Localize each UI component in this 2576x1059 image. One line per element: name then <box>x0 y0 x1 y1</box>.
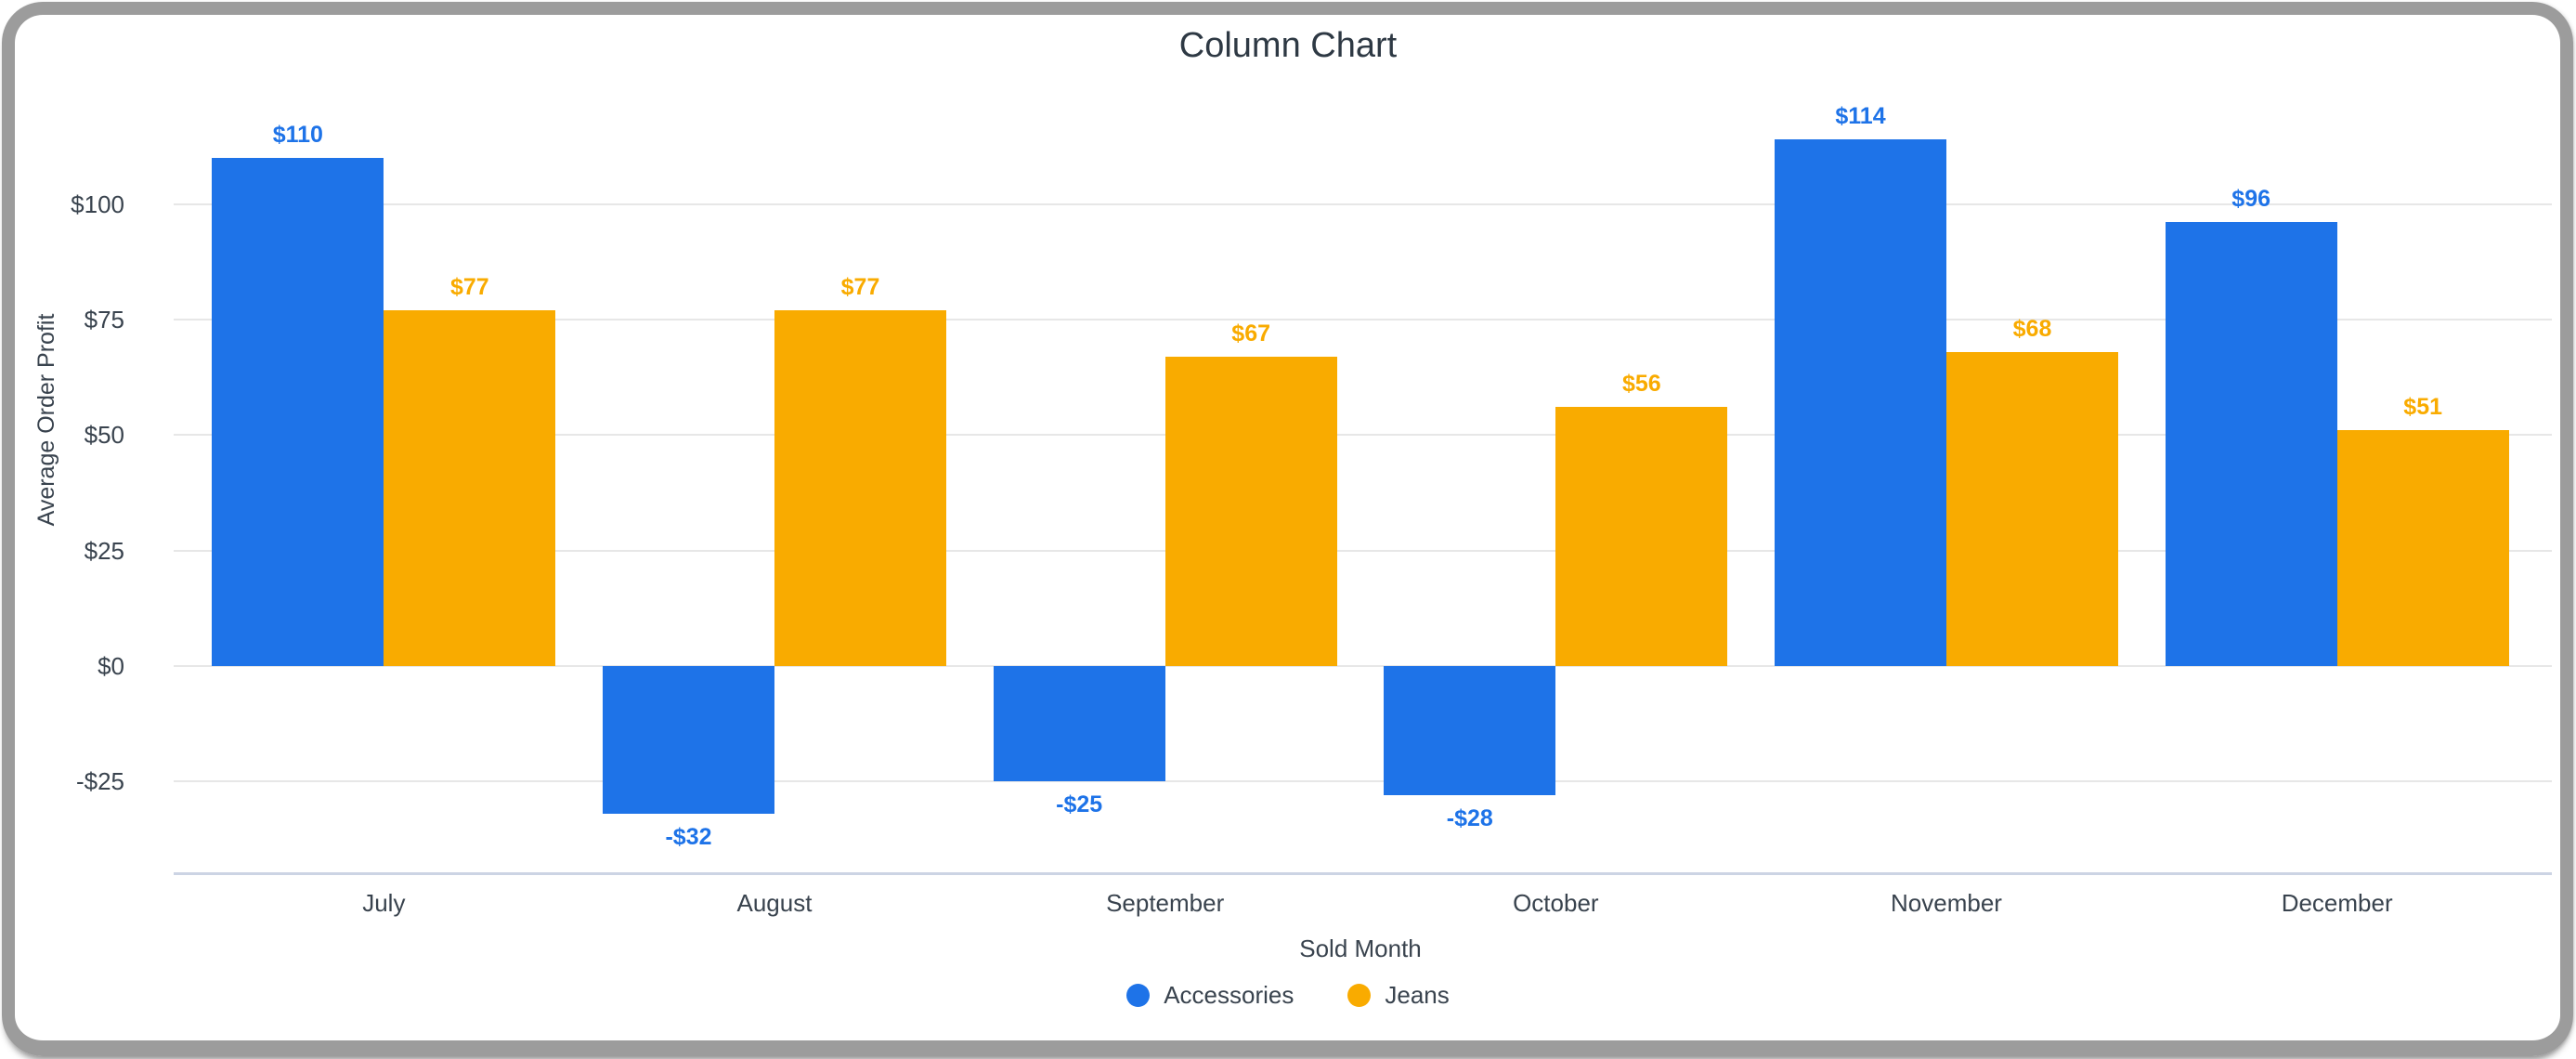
legend-dot-accessories <box>1126 984 1151 1007</box>
value-label-jeans-august: $77 <box>840 273 880 300</box>
y-tick-label-100: $100 <box>71 190 124 218</box>
y-tick-label-25: $25 <box>84 536 124 565</box>
y-tick-label-75: $75 <box>84 305 124 333</box>
value-label-accessories-july: $110 <box>272 121 323 148</box>
value-label-jeans-september: $67 <box>1231 320 1271 346</box>
month-label-july: July <box>362 889 406 917</box>
bar-accessories-december[interactable] <box>2165 222 2337 667</box>
y-tick-label-0: $0 <box>98 652 124 681</box>
month-label-september: September <box>1106 889 1225 917</box>
y-tick-label--25: -$25 <box>75 767 124 796</box>
legend-item-accessories[interactable]: Accessories <box>1126 981 1294 1010</box>
bar-accessories-november[interactable] <box>1775 138 1946 667</box>
value-label-accessories-december: $96 <box>2231 186 2271 213</box>
value-label-accessories-october: -$28 <box>1446 805 1493 832</box>
gridline--25 <box>174 780 2552 783</box>
month-label-november: November <box>1891 889 2002 917</box>
value-label-jeans-december: $51 <box>2403 394 2443 421</box>
bar-accessories-october[interactable] <box>1384 666 1556 796</box>
month-label-august: August <box>736 889 813 917</box>
bar-jeans-october[interactable] <box>1555 407 1728 667</box>
legend-label-jeans: Jeans <box>1385 981 1450 1009</box>
bar-jeans-july[interactable] <box>384 309 556 667</box>
gridline-0 <box>174 665 2552 668</box>
value-label-accessories-september: -$25 <box>1056 791 1103 818</box>
bar-jeans-august[interactable] <box>774 309 946 667</box>
gridline-50 <box>174 434 2552 437</box>
legend-dot-jeans <box>1347 984 1372 1007</box>
gridline-25 <box>174 549 2552 552</box>
month-label-october: October <box>1513 889 1599 917</box>
bar-jeans-december[interactable] <box>2336 430 2509 667</box>
y-tick-label-50: $50 <box>84 421 124 450</box>
chart-legend: Accessories Jeans <box>0 981 2576 1010</box>
value-label-jeans-july: $77 <box>449 273 489 300</box>
value-label-accessories-november: $114 <box>1835 102 1886 129</box>
legend-label-accessories: Accessories <box>1164 981 1295 1009</box>
bar-accessories-september[interactable] <box>993 666 1165 782</box>
gridline-75 <box>174 318 2552 320</box>
legend-item-jeans[interactable]: Jeans <box>1347 981 1450 1010</box>
value-label-accessories-august: -$32 <box>665 824 712 851</box>
bar-accessories-august[interactable] <box>603 666 774 815</box>
gridline-100 <box>174 203 2552 205</box>
bar-jeans-september[interactable] <box>1164 356 1337 667</box>
value-label-jeans-november: $68 <box>2012 315 2052 342</box>
bar-jeans-november[interactable] <box>1946 351 2118 667</box>
bar-accessories-july[interactable] <box>212 157 384 667</box>
x-axis-line <box>174 872 2552 875</box>
x-axis-title: Sold Month <box>1299 935 1422 962</box>
value-label-jeans-october: $56 <box>1621 371 1661 398</box>
chart-title: Column Chart <box>1178 26 1398 65</box>
month-label-december: December <box>2281 889 2393 917</box>
